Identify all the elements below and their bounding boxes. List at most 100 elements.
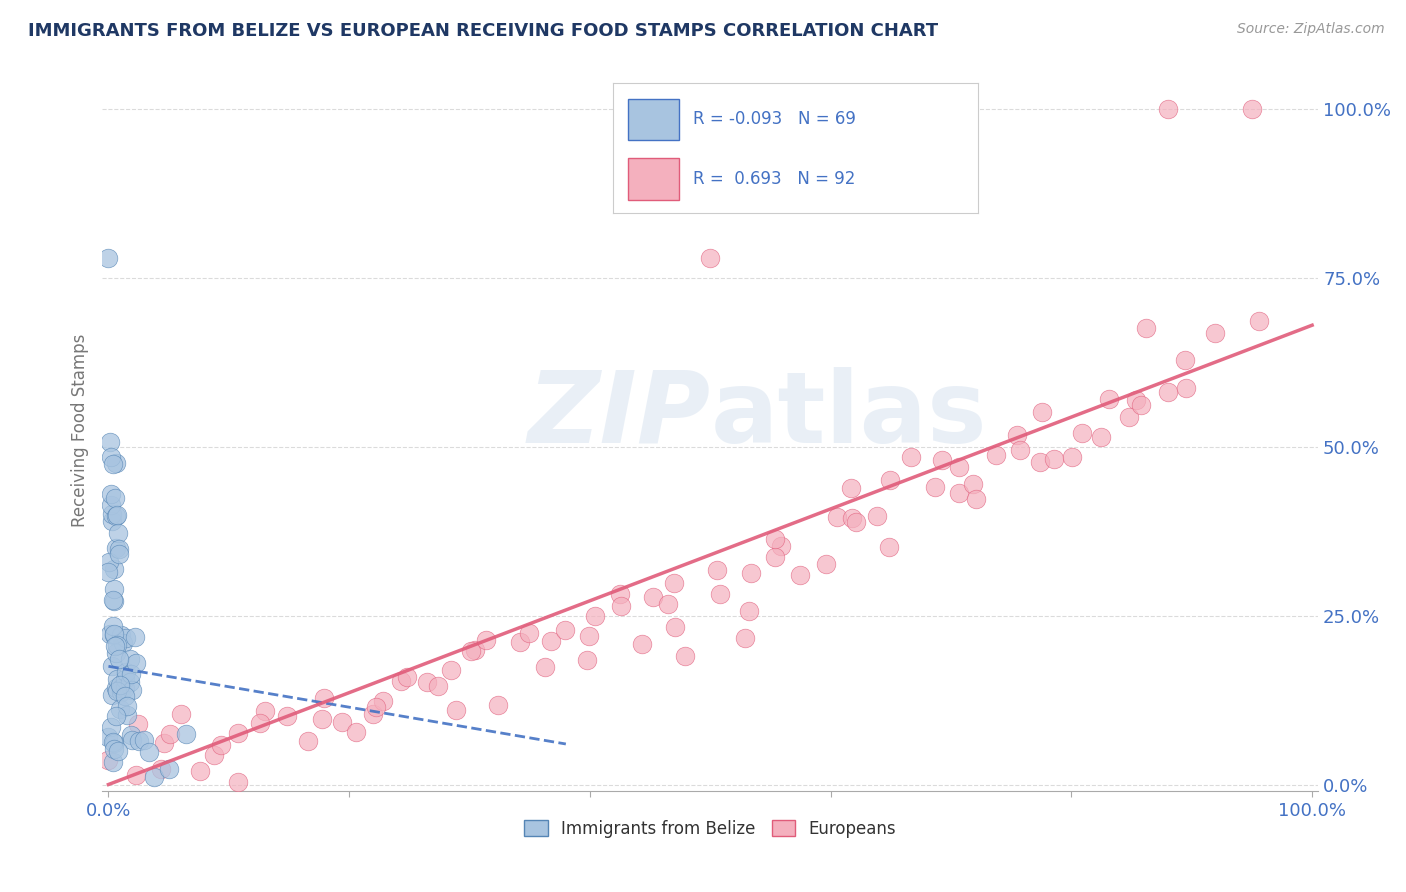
- Point: [115, 631, 138, 645]
- Point: [105, 672, 128, 686]
- Point: [104, 456, 127, 470]
- Point: [610, 599, 633, 613]
- Point: [366, 700, 388, 714]
- Point: [107, 744, 129, 758]
- Point: [1240, 102, 1263, 116]
- Point: [841, 511, 863, 525]
- Point: [464, 643, 486, 657]
- Point: [311, 712, 333, 726]
- Point: [128, 734, 150, 748]
- Point: [110, 681, 132, 695]
- Point: [117, 699, 139, 714]
- Point: [120, 667, 142, 681]
- Point: [98, 627, 121, 641]
- Point: [143, 770, 166, 784]
- Point: [1098, 392, 1121, 407]
- Point: [1031, 405, 1053, 419]
- Point: [132, 733, 155, 747]
- Point: [662, 576, 685, 591]
- Point: [138, 745, 160, 759]
- Point: [188, 764, 211, 779]
- Point: [100, 487, 122, 501]
- Point: [395, 670, 418, 684]
- Point: [1135, 321, 1157, 335]
- Point: [114, 689, 136, 703]
- Point: [769, 539, 792, 553]
- Point: [825, 509, 848, 524]
- Point: [866, 509, 889, 524]
- Point: [486, 698, 509, 713]
- Point: [361, 706, 384, 721]
- Point: [104, 509, 127, 524]
- Point: [641, 590, 664, 604]
- Point: [105, 684, 128, 698]
- Point: [125, 768, 148, 782]
- Point: [170, 706, 193, 721]
- Point: [554, 623, 576, 637]
- Point: [578, 629, 600, 643]
- Point: [900, 450, 922, 464]
- Point: [699, 251, 721, 265]
- Point: [107, 526, 129, 541]
- Point: [276, 708, 298, 723]
- Point: [444, 703, 467, 717]
- Point: [312, 690, 335, 705]
- Point: [104, 709, 127, 723]
- Point: [111, 636, 134, 650]
- Point: [104, 646, 127, 660]
- Point: [879, 473, 901, 487]
- Point: [125, 656, 148, 670]
- Point: [389, 674, 412, 689]
- Point: [1156, 102, 1178, 116]
- Point: [103, 593, 125, 607]
- Point: [105, 508, 128, 522]
- Point: [948, 460, 970, 475]
- Point: [108, 678, 131, 692]
- Point: [1174, 352, 1197, 367]
- Point: [1090, 430, 1112, 444]
- Point: [104, 681, 127, 696]
- Point: [103, 742, 125, 756]
- Point: [120, 652, 142, 666]
- Point: [330, 715, 353, 730]
- Point: [763, 532, 786, 546]
- Point: [1204, 326, 1226, 340]
- Point: [103, 755, 125, 769]
- Point: [924, 480, 946, 494]
- Point: [1130, 398, 1153, 412]
- Point: [101, 735, 124, 749]
- Point: [657, 597, 679, 611]
- Point: [738, 604, 761, 618]
- Point: [583, 609, 606, 624]
- Text: ZIP: ZIP: [527, 367, 710, 464]
- Point: [533, 659, 555, 673]
- Point: [540, 634, 562, 648]
- Point: [673, 648, 696, 663]
- Point: [103, 627, 125, 641]
- Point: [152, 736, 174, 750]
- Point: [121, 683, 143, 698]
- Point: [108, 541, 131, 556]
- Point: [107, 547, 129, 561]
- Point: [107, 652, 129, 666]
- Point: [789, 568, 811, 582]
- Point: [100, 720, 122, 734]
- Point: [157, 762, 180, 776]
- Point: [100, 688, 122, 702]
- Point: [609, 587, 631, 601]
- Point: [103, 628, 125, 642]
- Point: [104, 491, 127, 505]
- Point: [839, 481, 862, 495]
- Point: [100, 514, 122, 528]
- Point: [110, 628, 132, 642]
- Point: [103, 562, 125, 576]
- Point: [965, 492, 987, 507]
- Point: [664, 620, 686, 634]
- Point: [103, 594, 125, 608]
- Point: [209, 738, 232, 752]
- Point: [110, 685, 132, 699]
- Point: [202, 747, 225, 762]
- Point: [115, 665, 138, 680]
- Point: [226, 775, 249, 789]
- Point: [1010, 442, 1032, 457]
